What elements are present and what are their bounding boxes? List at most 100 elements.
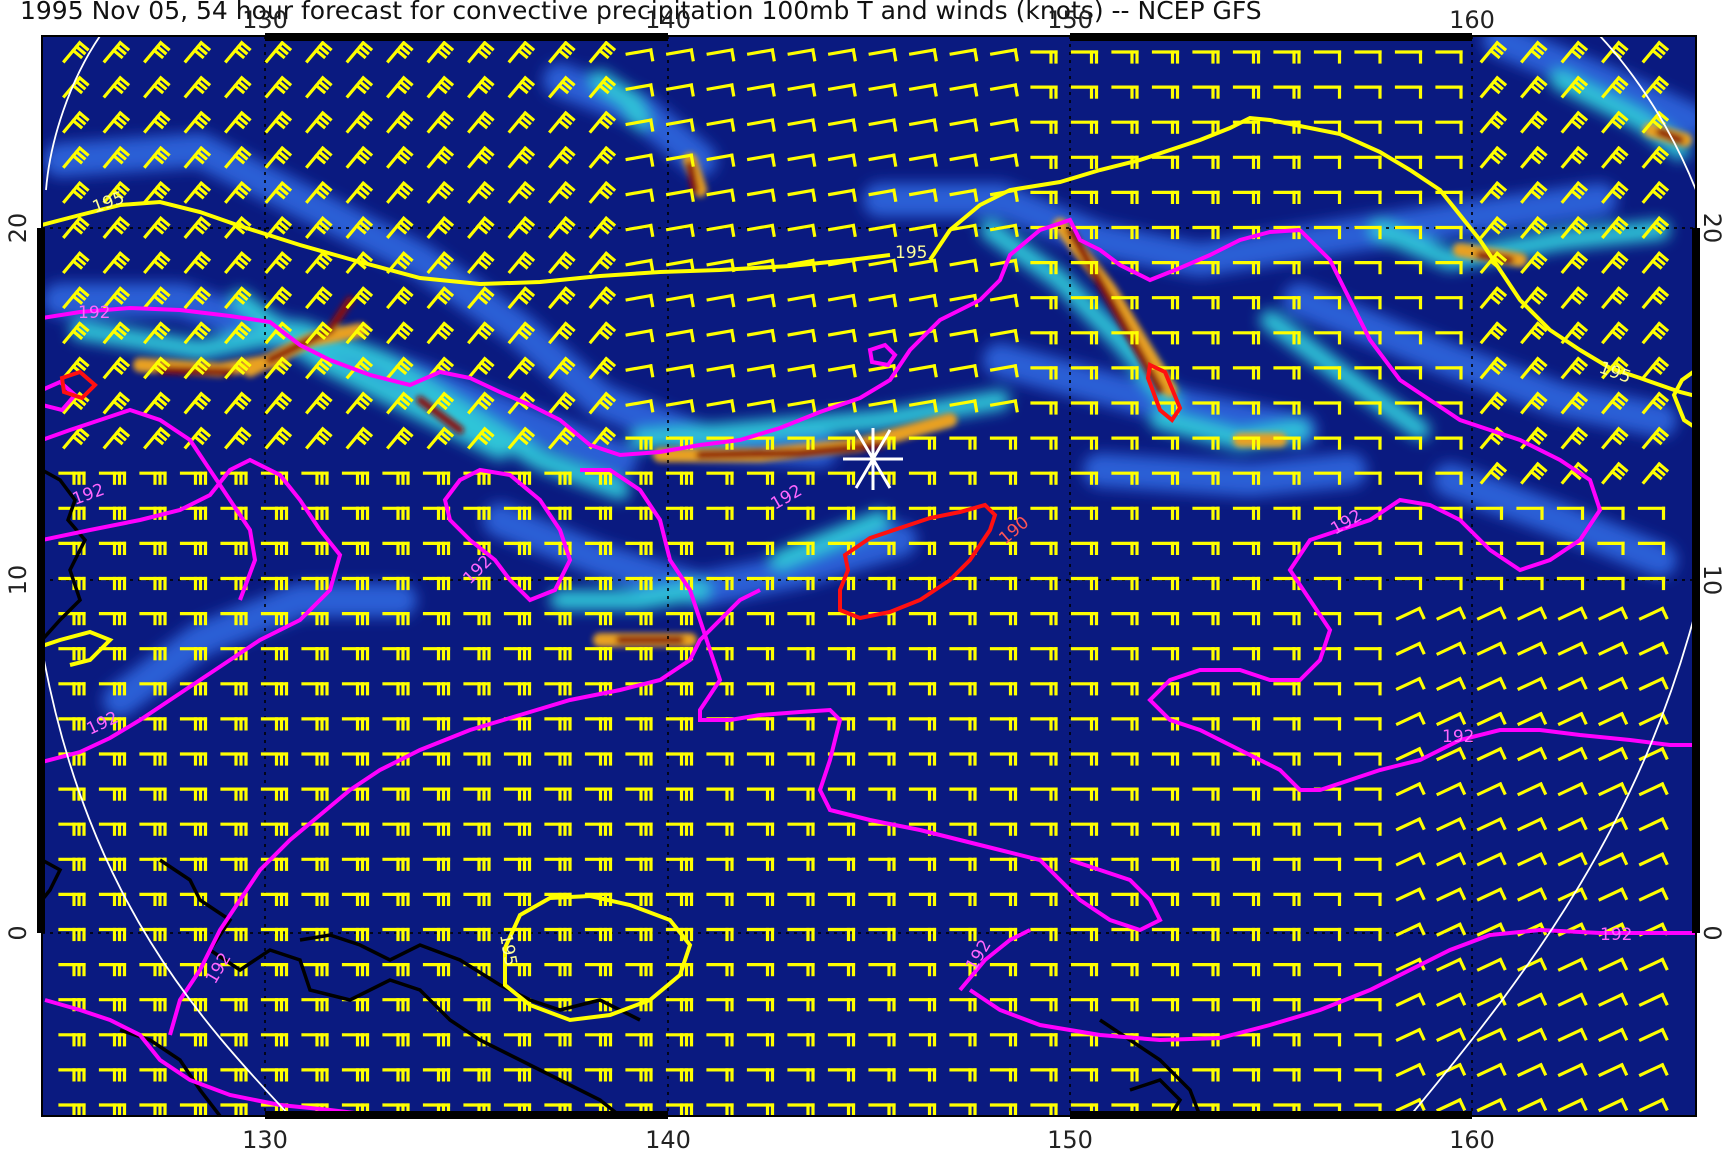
wind-barb-icon xyxy=(1151,541,1180,556)
wind-barb-icon xyxy=(1030,155,1058,169)
wind-barb-icon xyxy=(949,1103,977,1116)
wind-barb-icon xyxy=(1394,225,1423,240)
wind-barb-icon xyxy=(706,576,734,591)
wind-barb-icon xyxy=(1520,145,1548,169)
wind-barb-icon xyxy=(422,682,451,696)
precip-light-band xyxy=(1283,283,1677,437)
wind-barb-icon xyxy=(301,752,329,766)
wind-barb-icon xyxy=(183,180,212,204)
wind-barb-icon xyxy=(1637,506,1666,520)
wind-barb-icon xyxy=(787,1068,815,1082)
wind-barb-icon xyxy=(665,223,695,238)
wind-barb-icon xyxy=(1111,611,1139,626)
wind-barb-icon xyxy=(746,399,776,413)
wind-barb-icon xyxy=(908,1103,937,1116)
wind-barb-icon xyxy=(1601,180,1629,204)
wind-barb-icon xyxy=(989,471,1018,485)
wind-barb-icon xyxy=(1479,356,1508,380)
wind-barb-icon xyxy=(220,998,248,1012)
wind-barb-icon xyxy=(1273,506,1301,520)
wind-barb-icon xyxy=(305,40,333,64)
wind-barb-icon xyxy=(1354,576,1382,591)
lat-tick-0: 0 xyxy=(1698,925,1726,940)
wind-barb-icon xyxy=(426,216,455,239)
wind-barb-icon xyxy=(706,962,734,977)
wind-barb-icon xyxy=(1557,711,1588,727)
wind-barb-icon xyxy=(467,426,495,450)
wind-barb-icon xyxy=(382,506,410,520)
wind-barb-icon xyxy=(1395,641,1426,656)
wind-barb-icon xyxy=(787,787,815,801)
wind-barb-icon xyxy=(625,822,653,836)
wind-barb-icon xyxy=(1070,752,1099,766)
wind-barb-icon xyxy=(1232,155,1261,169)
wind-barb-icon xyxy=(102,286,131,310)
wind-barb-icon xyxy=(1520,461,1548,485)
wind-barb-icon xyxy=(1601,286,1629,310)
wind-barb-icon xyxy=(98,752,127,766)
wind-barb-icon xyxy=(1070,998,1099,1012)
wind-barb-icon xyxy=(1111,998,1139,1012)
wind-barb-icon xyxy=(1232,261,1261,275)
wind-barb-icon xyxy=(949,787,977,801)
wind-barb-icon xyxy=(426,321,455,345)
wind-barb-icon xyxy=(1601,251,1629,275)
precip-max-core xyxy=(686,161,699,194)
wind-barb-icon xyxy=(1435,1097,1467,1113)
wind-barb-icon xyxy=(62,110,90,134)
wind-barb-icon xyxy=(1435,641,1467,656)
wind-barb-icon xyxy=(548,40,576,64)
wind-barb-icon xyxy=(1395,817,1426,832)
wind-barb-icon xyxy=(584,752,613,766)
wind-barb-icon xyxy=(1516,641,1548,656)
wind-barb-icon xyxy=(98,962,127,977)
wind-barb-icon xyxy=(1111,190,1139,204)
wind-barb-icon xyxy=(1479,391,1508,415)
wind-barb-icon xyxy=(1111,471,1139,485)
wind-barb-icon xyxy=(1354,261,1382,275)
wind-barb-icon xyxy=(827,223,857,238)
wind-barb-icon xyxy=(1638,676,1669,691)
wind-barb-icon xyxy=(746,822,775,836)
wind-barb-icon xyxy=(1354,962,1382,977)
wind-barb-icon xyxy=(1232,85,1261,99)
contour-192 xyxy=(42,217,1696,1116)
wind-barb-icon xyxy=(1637,541,1666,556)
wind-barb-icon xyxy=(341,857,370,871)
wind-barb-icon xyxy=(1354,857,1382,871)
wind-barb-icon xyxy=(1516,1062,1548,1078)
wind-barb-icon xyxy=(625,48,655,62)
wind-barb-icon xyxy=(1476,1097,1507,1113)
wind-barb-icon xyxy=(1557,781,1588,797)
wind-barb-icon xyxy=(868,399,898,413)
wind-barb-icon xyxy=(1111,717,1139,731)
wind-barb-icon xyxy=(1273,682,1301,696)
wind-barb-icon xyxy=(1232,682,1261,696)
wind-barb-icon xyxy=(1516,606,1548,621)
wind-barb-icon xyxy=(949,436,977,450)
wind-barb-icon xyxy=(1597,887,1629,902)
wind-barb-icon xyxy=(868,153,898,167)
wind-barb-icon xyxy=(706,892,734,907)
wind-barb-icon xyxy=(305,391,333,415)
wind-barb-icon xyxy=(224,40,252,64)
wind-barb-icon xyxy=(584,787,613,801)
wind-barb-icon xyxy=(1111,331,1139,345)
wind-barb-icon xyxy=(949,1068,977,1082)
wind-barb-icon xyxy=(1232,787,1261,801)
wind-barb-icon xyxy=(625,1068,653,1082)
wind-barb-icon xyxy=(1395,676,1426,691)
wind-barb-icon xyxy=(665,1068,694,1082)
wind-barb-icon xyxy=(706,1033,734,1047)
wind-barb-icon xyxy=(1520,251,1548,275)
wind-barb-icon xyxy=(1435,436,1463,450)
wind-barb-icon xyxy=(224,356,252,380)
wind-barb-icon xyxy=(548,286,576,310)
wind-barb-icon xyxy=(868,293,898,308)
wind-barb-icon xyxy=(746,611,775,626)
wind-barb-icon xyxy=(1232,576,1261,591)
wind-barb-icon xyxy=(989,822,1018,836)
wind-barb-icon xyxy=(625,541,653,556)
wind-barb-icon xyxy=(787,682,815,696)
wind-barb-icon xyxy=(58,471,86,485)
